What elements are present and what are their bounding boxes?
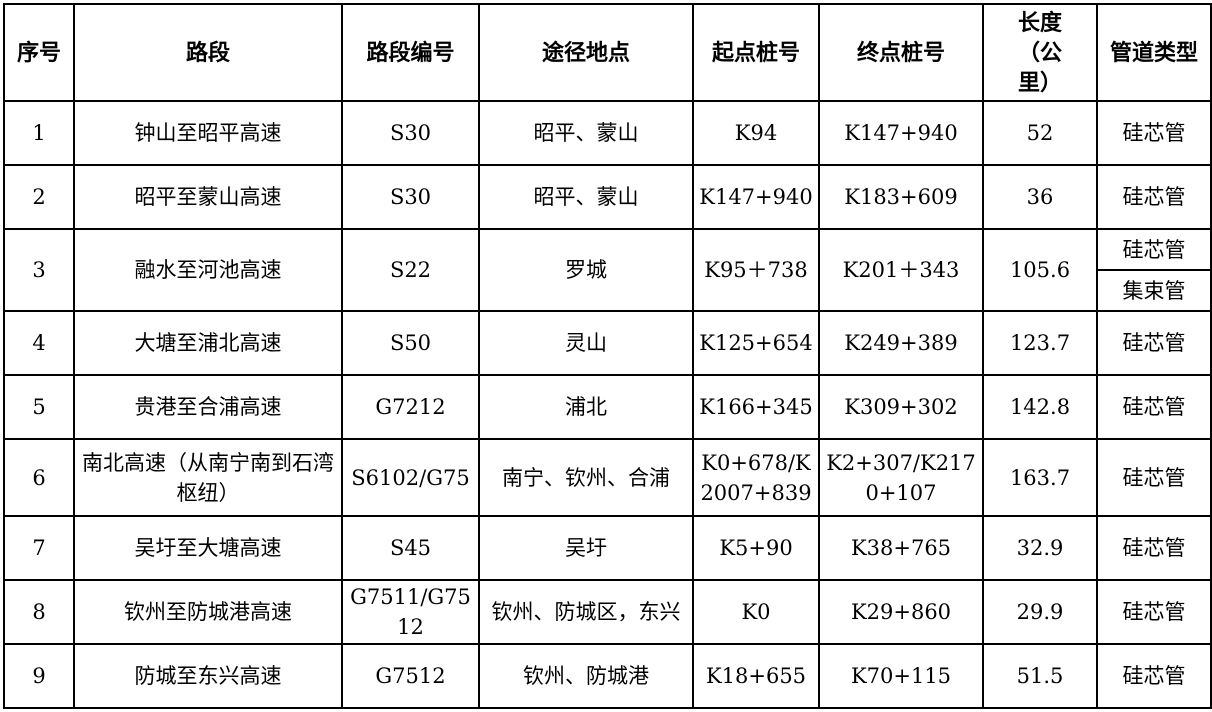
cell-road: 钟山至昭平高速 — [73, 100, 343, 166]
cell-length: 32.9 — [982, 515, 1098, 581]
cell-code: S45 — [341, 515, 480, 581]
cell-code: S30 — [341, 164, 480, 230]
cell-code: S50 — [341, 310, 480, 376]
cell-end: K309+302 — [818, 374, 984, 440]
header-start: 起点桩号 — [692, 3, 820, 102]
cell-road: 融水至河池高速 — [73, 228, 343, 312]
cell-no: 9 — [3, 643, 75, 709]
cell-via: 钦州、防城港 — [478, 643, 694, 709]
cell-start: K125+654 — [692, 310, 820, 376]
table-row: 9 防城至东兴高速 G7512 钦州、防城港 K18+655 K70+115 51.5 硅芯管 — [3, 643, 1212, 709]
cell-end: K38+765 — [818, 515, 984, 581]
cell-no: 5 — [3, 374, 75, 440]
cell-end: K29+860 — [818, 579, 984, 645]
header-no: 序号 — [3, 3, 75, 102]
cell-no: 6 — [3, 438, 75, 517]
cell-start: K166+345 — [692, 374, 820, 440]
cell-code: S6102/G75 — [341, 438, 480, 517]
cell-pipe: 硅芯管 — [1096, 374, 1212, 440]
cell-pipe: 硅芯管 — [1096, 438, 1212, 517]
table-row: 5 贵港至合浦高速 G7212 浦北 K166+345 K309+302 142.8 硅芯管 — [3, 374, 1212, 440]
cell-pipe: 硅芯管 — [1096, 100, 1212, 166]
table-row: 4 大塘至浦北高速 S50 灵山 K125+654 K249+389 123.7 硅芯管 — [3, 310, 1212, 376]
cell-length: 163.7 — [982, 438, 1098, 517]
cell-no: 8 — [3, 579, 75, 645]
cell-via: 南宁、钦州、合浦 — [478, 438, 694, 517]
header-end: 终点桩号 — [818, 3, 984, 102]
cell-via: 吴圩 — [478, 515, 694, 581]
cell-no: 4 — [3, 310, 75, 376]
cell-end: K70+115 — [818, 643, 984, 709]
cell-start: K147+940 — [692, 164, 820, 230]
cell-via: 浦北 — [478, 374, 694, 440]
cell-code: S30 — [341, 100, 480, 166]
cell-road: 防城至东兴高速 — [73, 643, 343, 709]
cell-pipe: 集束管 — [1096, 269, 1212, 312]
cell-length: 123.7 — [982, 310, 1098, 376]
cell-code: G7511/G7512 — [341, 579, 480, 645]
cell-length: 142.8 — [982, 374, 1098, 440]
cell-start: K18+655 — [692, 643, 820, 709]
cell-road: 吴圩至大塘高速 — [73, 515, 343, 581]
cell-code: G7512 — [341, 643, 480, 709]
cell-length: 36 — [982, 164, 1098, 230]
header-length: 长度（公里） — [982, 3, 1098, 102]
cell-start: K5+90 — [692, 515, 820, 581]
cell-pipe: 硅芯管 — [1096, 515, 1212, 581]
cell-end: K201＋343 — [818, 228, 984, 312]
table-row-continued: 集束管 — [4, 269, 1212, 312]
cell-no: 7 — [3, 515, 75, 581]
header-via: 途径地点 — [478, 3, 694, 102]
table-row: 7 吴圩至大塘高速 S45 吴圩 K5+90 K38+765 32.9 硅芯管 — [3, 515, 1212, 581]
cell-start: K94 — [692, 100, 820, 166]
cell-length: 105.6 — [982, 228, 1098, 312]
cell-pipe: 硅芯管 — [1096, 310, 1212, 376]
cell-via: 钦州、防城区，东兴 — [478, 579, 694, 645]
cell-road: 钦州至防城港高速 — [73, 579, 343, 645]
cell-via: 昭平、蒙山 — [478, 100, 694, 166]
table-row: 1 钟山至昭平高速 S30 昭平、蒙山 K94 K147+940 52 硅芯管 — [3, 100, 1212, 166]
cell-end: K249+389 — [818, 310, 984, 376]
table-row: 3 融水至河池高速 S22 罗城 K95＋738 K201＋343 105.6 硅芯管 — [3, 228, 1212, 312]
cell-start: K0 — [692, 579, 820, 645]
cell-start: K0+678/K2007+839 — [692, 438, 820, 517]
cell-road: 大塘至浦北高速 — [73, 310, 343, 376]
cell-no: 2 — [3, 164, 75, 230]
cell-start: K95＋738 — [692, 228, 820, 312]
cell-road: 昭平至蒙山高速 — [73, 164, 343, 230]
cell-code: G7212 — [341, 374, 480, 440]
cell-no: 1 — [3, 100, 75, 166]
header-code: 路段编号 — [341, 3, 480, 102]
cell-road: 南北高速（从南宁南到石湾枢纽） — [73, 438, 343, 517]
cell-via: 罗城 — [478, 228, 694, 312]
cell-end: K183+609 — [818, 164, 984, 230]
cell-length: 51.5 — [982, 643, 1098, 709]
cell-pipe: 硅芯管 — [1096, 643, 1212, 709]
table-row: 8 钦州至防城港高速 G7511/G7512 钦州、防城区，东兴 K0 K29+860 29… — [3, 579, 1212, 645]
header-row: 序号 路段 路段编号 途径地点 起点桩号 终点桩号 长度（公里） 管道类型 — [3, 3, 1212, 102]
header-road: 路段 — [73, 3, 343, 102]
header-pipe: 管道类型 — [1096, 3, 1212, 102]
cell-length: 52 — [982, 100, 1098, 166]
cell-via: 灵山 — [478, 310, 694, 376]
cell-pipe: 硅芯管 — [1096, 164, 1212, 230]
cell-end: K2+307/K2170+107 — [818, 438, 984, 517]
cell-via: 昭平、蒙山 — [478, 164, 694, 230]
cell-code: S22 — [341, 228, 480, 312]
cell-pipe: 硅芯管 — [1096, 228, 1212, 271]
cell-pipe: 硅芯管 — [1096, 579, 1212, 645]
cell-no: 3 — [3, 228, 75, 312]
cell-end: K147+940 — [818, 100, 984, 166]
table-row: 6 南北高速（从南宁南到石湾枢纽） S6102/G75 南宁、钦州、合浦 K0+678/… — [3, 438, 1212, 517]
cell-road: 贵港至合浦高速 — [73, 374, 343, 440]
cell-length: 29.9 — [982, 579, 1098, 645]
table-row: 2 昭平至蒙山高速 S30 昭平、蒙山 K147+940 K183+609 36 硅芯管 — [3, 164, 1212, 230]
